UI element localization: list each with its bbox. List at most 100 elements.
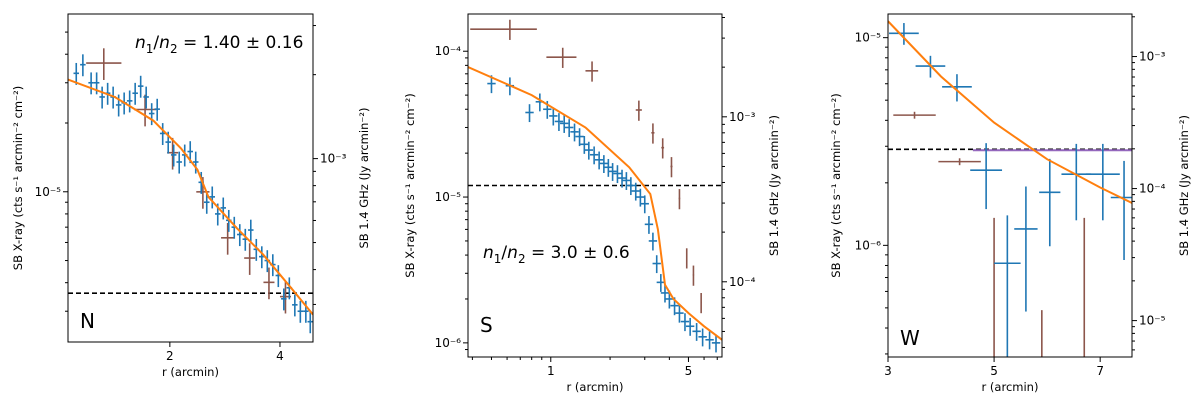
ratio-annotation: n1/n2 = 1.40 ± 0.16 <box>135 33 303 56</box>
y-tick-label: 10⁻⁵ <box>855 31 882 45</box>
xray-point <box>570 123 579 142</box>
xray-point <box>565 119 574 138</box>
xray-point <box>259 246 265 269</box>
radio-point <box>661 138 665 159</box>
xray-point <box>132 82 138 105</box>
panel-letter: N <box>80 309 95 333</box>
panel-north: 2 4 10⁻⁵ 10⁻³ r (arcmin) SB X-ray (cts s⁻¹ ar… <box>11 13 371 379</box>
xray-point <box>1014 186 1038 312</box>
y2-tick-label: 10⁻⁴ <box>1139 182 1166 196</box>
radio-point <box>86 48 122 80</box>
model-fit-line <box>888 20 1132 204</box>
radio-point <box>678 189 681 210</box>
plot-area <box>68 48 313 334</box>
xray-point <box>652 255 661 274</box>
xray-point <box>580 136 589 154</box>
x-tick-label: 5 <box>685 364 693 378</box>
radio-point <box>546 47 577 68</box>
xray-point <box>148 103 155 126</box>
xray-point <box>594 151 604 170</box>
radio-point <box>700 293 702 314</box>
xray-point <box>80 54 86 77</box>
panel-letter: S <box>480 313 493 337</box>
radio-point <box>893 111 936 119</box>
radio-point <box>670 157 673 178</box>
x-tick-label: 5 <box>990 364 998 378</box>
xray-point <box>549 107 558 126</box>
xray-point <box>889 23 919 45</box>
y2-tick-label: 10⁻⁵ <box>1139 314 1166 328</box>
xray-point <box>1110 160 1132 261</box>
axes-frame <box>67 13 314 343</box>
y-tick-label: 10⁻⁴ <box>435 44 462 58</box>
xray-point <box>170 144 177 167</box>
xray-point <box>99 86 105 109</box>
y2-tick-label: 10⁻³ <box>320 152 347 166</box>
radio-point <box>685 248 688 269</box>
xray-point <box>575 128 584 147</box>
xray-point <box>604 158 613 177</box>
xray-point <box>220 197 227 220</box>
panel-west: 3 5 7 10⁻⁶ 10⁻⁵ 10⁻⁵ 10⁻⁴ 10⁻³ r (arcmin) SB X-ra… <box>829 13 1191 394</box>
y-axis-label: SB X-ray (cts s⁻¹ arcmin⁻² cm⁻²) <box>829 93 843 277</box>
xray-point <box>660 284 670 303</box>
xray-point <box>297 300 304 323</box>
xray-point <box>137 75 144 98</box>
xray-point <box>281 288 287 311</box>
ratio-annotation: n1/n2 = 3.0 ± 0.6 <box>483 243 630 266</box>
xray-point <box>631 182 640 201</box>
xray-point <box>613 165 622 184</box>
y-tick-label: 10⁻⁶ <box>435 336 462 350</box>
y-tick-label: 10⁻⁶ <box>855 238 882 252</box>
xray-point <box>1039 158 1061 247</box>
xray-point <box>154 98 160 121</box>
plot-area <box>468 19 722 353</box>
y-tick-label: 10⁻⁵ <box>435 190 462 204</box>
xray-point <box>711 334 721 353</box>
xray-point <box>692 323 701 341</box>
xray-point <box>1085 143 1120 221</box>
y2-axis-label: SB 1.4 GHz (Jy arcmin⁻²) <box>767 115 781 256</box>
xray-point <box>248 219 254 242</box>
radio-point <box>938 158 981 166</box>
xray-point <box>237 224 243 247</box>
x-tick-label: 4 <box>276 349 284 363</box>
radio-point <box>470 19 537 40</box>
xray-point <box>88 72 94 95</box>
xray-point <box>307 311 313 334</box>
radio-point <box>692 265 695 286</box>
xray-point <box>209 186 215 209</box>
xray-point <box>584 141 593 160</box>
xray-point <box>589 146 599 165</box>
radio-point <box>585 61 599 82</box>
radio-point <box>651 123 655 144</box>
xray-point <box>705 331 714 350</box>
xray-point <box>994 215 1021 357</box>
y-axis-label: SB X-ray (cts s⁻¹ arcmin⁻² cm⁻²) <box>403 93 417 277</box>
xray-point <box>203 191 210 214</box>
y2-tick-label: 10⁻⁴ <box>729 275 756 289</box>
y-axis-label: SB X-ray (cts s⁻¹ arcmin⁻² cm⁻²) <box>11 86 25 270</box>
radio-point <box>263 267 275 300</box>
xray-point <box>656 274 666 292</box>
x-axis-label: r (arcmin) <box>982 380 1039 394</box>
xray-point <box>599 155 609 173</box>
panel-letter: W <box>900 326 920 350</box>
xray-point <box>192 151 199 174</box>
y2-tick-label: 10⁻³ <box>729 110 756 124</box>
xray-point <box>698 328 707 347</box>
xray-point <box>1061 143 1092 221</box>
axes-frame <box>467 13 723 358</box>
xray-point <box>73 62 80 85</box>
xray-point <box>622 172 631 190</box>
x-tick-label: 7 <box>1096 364 1104 378</box>
radio-point <box>244 243 256 275</box>
model-fit-line <box>468 66 722 341</box>
xray-point <box>644 216 654 234</box>
xray-point <box>626 177 636 196</box>
xray-point <box>970 143 1003 210</box>
xray-point <box>617 169 627 188</box>
y2-axis-label: SB 1.4 GHz (Jy arcmin⁻²) <box>1177 115 1191 256</box>
y-tick-label: 10⁻⁵ <box>35 185 62 199</box>
